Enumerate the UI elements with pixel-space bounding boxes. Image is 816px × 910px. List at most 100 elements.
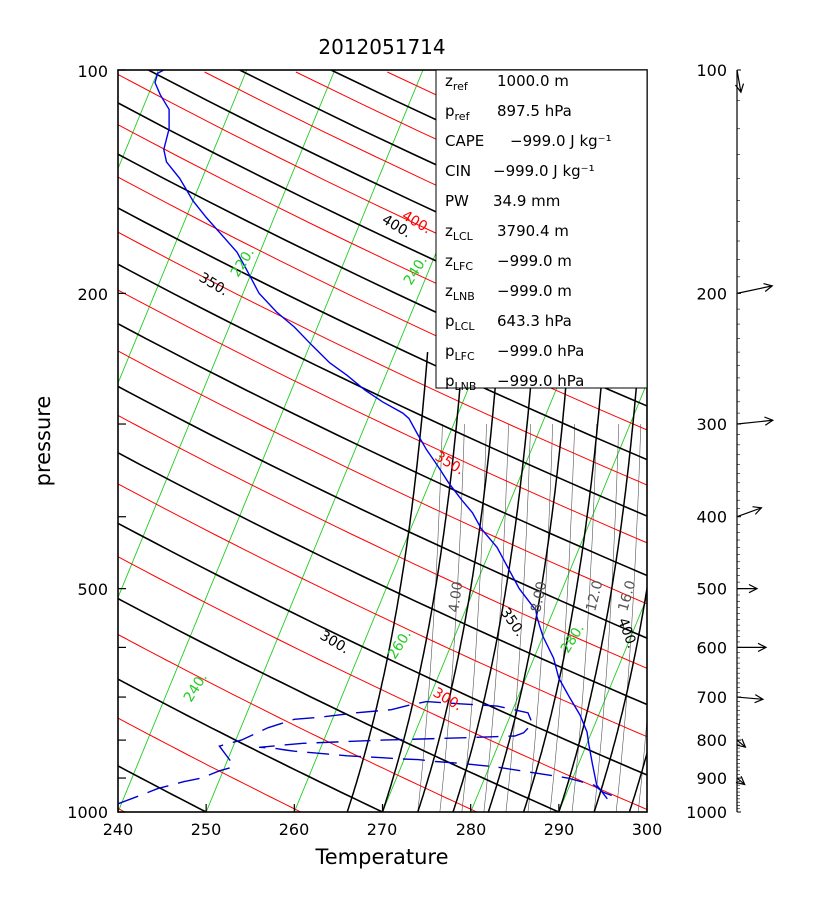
wind-pressure-label: 400 — [696, 508, 727, 527]
isotherm-line — [646, 810, 647, 812]
mixing-ratio-line — [505, 423, 531, 812]
wind-arrowhead — [735, 775, 746, 786]
moist-label-300: 300. — [430, 685, 465, 715]
moist-label-350: 350. — [432, 449, 467, 479]
dry-adiabat-line — [118, 678, 383, 812]
parameter-name: CIN — [445, 162, 471, 180]
moist-adiabat-line — [118, 414, 647, 669]
x-tick-label-260: 260 — [279, 820, 310, 839]
wind-pressure-label: 800 — [696, 731, 727, 750]
parameter-value: 897.5 hPa — [497, 102, 572, 120]
isotherm-lines — [118, 70, 647, 812]
y-tick-label-1000: 1000 — [67, 803, 108, 822]
moist-adiabat-line — [118, 289, 647, 544]
wind-pressure-label: 300 — [696, 415, 727, 434]
dry-adiabat-line — [558, 352, 640, 812]
moist-adiabat-line — [118, 556, 647, 811]
moist-adiabat-line — [118, 483, 647, 738]
moist-adiabat-line — [118, 807, 126, 812]
wind-arrow — [736, 777, 746, 785]
x-tick-label-270: 270 — [367, 820, 398, 839]
x-tick-label-300: 300 — [632, 820, 663, 839]
wind-arrow — [736, 285, 773, 294]
parameter-name: PW — [445, 192, 469, 210]
dry-adiabat-line — [118, 322, 647, 577]
wind-pressure-label: 500 — [696, 580, 727, 599]
parameter-value: −999.0 hPa — [497, 342, 584, 360]
isotherm-label-260: 260. — [385, 627, 415, 662]
wind-pressure-label: 200 — [696, 284, 727, 303]
x-axis-labels: 240 250 260 270 280 290 300 — [103, 820, 663, 839]
parameter-value: −999.0 hPa — [497, 372, 584, 390]
parameter-value: −999.0 J kg⁻¹ — [493, 162, 595, 180]
wind-arrowhead — [754, 694, 765, 704]
isotherm-line — [118, 70, 424, 812]
isotherm-label-220: 220. — [228, 245, 258, 280]
wind-arrowhead — [757, 642, 768, 653]
sounding-series — [118, 70, 612, 805]
isotherm-line — [118, 70, 248, 385]
parameter-value: 34.9 mm — [493, 192, 560, 210]
parameter-name: zref — [445, 72, 469, 93]
dry-adiabat-lines — [118, 70, 815, 812]
wind-arrowhead — [764, 416, 775, 426]
wind-arrowhead — [736, 738, 747, 749]
parameter-value: 3790.4 m — [497, 222, 569, 240]
moist-adiabat-lines — [118, 71, 647, 812]
x-axis-title: Temperature — [314, 845, 448, 869]
parameter-box-frame — [435, 69, 648, 389]
dry-adiabat-line — [522, 352, 605, 812]
mixing-ratio-line — [483, 423, 509, 812]
dry-label-350-low: 350. — [497, 605, 528, 640]
axis-ticks — [117, 69, 648, 813]
parameter-value: 1000.0 m — [497, 72, 569, 90]
isotherm-line — [118, 70, 336, 599]
dry-adiabat-line — [381, 352, 464, 812]
y-axis-labels: 100 200 500 1000 — [67, 62, 108, 822]
wind-profile: 100 200 300 400 500 600 700 800 900 1000 — [686, 61, 775, 822]
moist-adiabat-line — [118, 350, 647, 605]
mixing-ratio-line — [439, 423, 465, 812]
mixing-label-4: 4.00 — [446, 580, 466, 613]
parameter-value: −999.0 J kg⁻¹ — [510, 132, 612, 150]
wind-pressure-label: 100 — [696, 61, 727, 80]
wind-arrowhead — [735, 83, 745, 94]
dry-adiabat-line — [628, 750, 647, 812]
dry-label-350: 350. — [196, 270, 231, 300]
wind-arrowhead — [763, 283, 774, 292]
x-tick-label-250: 250 — [191, 820, 222, 839]
dry-adiabat-line — [118, 597, 560, 812]
wind-arrow — [736, 419, 773, 425]
isotherm-line — [118, 70, 159, 170]
dry-adiabat-line — [346, 352, 429, 812]
wind-pressure-label: 1000 — [686, 803, 727, 822]
dry-adiabat-line — [735, 352, 815, 812]
isotherm-label-240: 240. — [401, 253, 431, 288]
dry-adiabat-line — [118, 522, 647, 776]
mixing-label-16: 16.0 — [615, 579, 639, 613]
moist-adiabat-line — [118, 717, 302, 812]
parameter-value: 643.3 hPa — [497, 312, 572, 330]
wind-pressure-label: 700 — [696, 688, 727, 707]
dry-label-300: 300. — [317, 628, 352, 658]
wind-pressure-label: 600 — [696, 638, 727, 657]
moist-adiabat-line — [118, 633, 479, 812]
wind-arrow — [736, 507, 762, 518]
mixing-ratio-line — [615, 423, 642, 812]
mixing-ratio-line — [593, 423, 620, 812]
dry-adiabat-line — [118, 153, 647, 407]
dry-adiabat-line — [118, 385, 647, 640]
chart-title: 2012051714 — [318, 35, 445, 59]
wind-arrow — [736, 69, 742, 93]
wind-arrow — [736, 739, 746, 748]
dry-adiabat-line — [118, 451, 647, 706]
dry-adiabat-line — [118, 207, 647, 461]
dry-label-400-low: 400. — [614, 616, 640, 651]
dewpoint-line — [118, 700, 612, 805]
wind-pressure-label: 900 — [696, 769, 727, 788]
y-tick-label-500: 500 — [77, 580, 108, 599]
parameter-value: −999.0 m — [497, 282, 572, 300]
x-tick-label-240: 240 — [103, 820, 134, 839]
